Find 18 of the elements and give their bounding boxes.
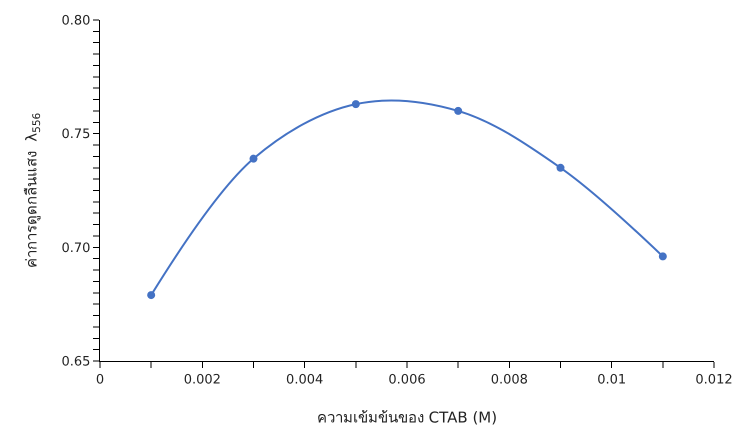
y-tick-label: 0.70 bbox=[61, 240, 90, 256]
point bbox=[454, 106, 462, 115]
x-tick-label: 0.002 bbox=[184, 372, 221, 388]
point bbox=[658, 252, 667, 260]
y-tick-label: 0.80 bbox=[61, 14, 90, 29]
y-tick-label: 0.75 bbox=[61, 127, 90, 142]
point bbox=[352, 100, 360, 108]
x-axis-title: ความเข้มข้นของ CTAB (M) bbox=[316, 408, 498, 427]
x-tick-label: 0.008 bbox=[490, 372, 528, 388]
point bbox=[147, 291, 156, 300]
x-tick-label: 0 bbox=[96, 372, 104, 388]
y-tick-label: 0.65 bbox=[61, 354, 90, 370]
point bbox=[556, 164, 564, 172]
point bbox=[250, 154, 258, 163]
x-tick-label: 0.01 bbox=[597, 372, 626, 388]
x-tick-label: 0.006 bbox=[388, 372, 426, 388]
x-tick-label: 0.012 bbox=[695, 372, 733, 388]
x-tick-label: 0.004 bbox=[286, 372, 324, 388]
